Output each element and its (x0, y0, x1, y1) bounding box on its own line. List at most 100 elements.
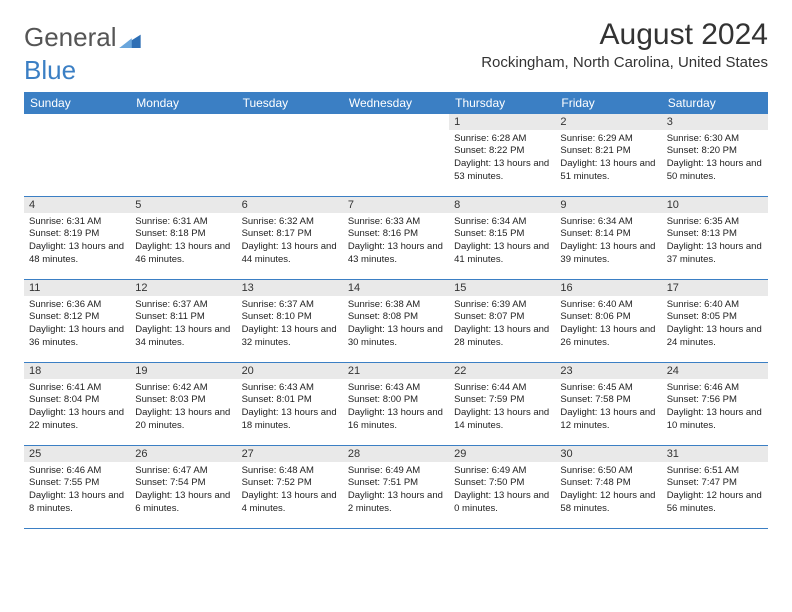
sunset-text: Sunset: 7:54 PM (135, 477, 231, 490)
sunrise-text: Sunrise: 6:30 AM (667, 133, 763, 146)
calendar-day-cell: 13Sunrise: 6:37 AMSunset: 8:10 PMDayligh… (237, 280, 343, 362)
day-number: 7 (343, 197, 449, 213)
day-number: 5 (130, 197, 236, 213)
sunrise-text: Sunrise: 6:31 AM (135, 216, 231, 229)
sunset-text: Sunset: 8:08 PM (348, 311, 444, 324)
calendar-day-cell: 28Sunrise: 6:49 AMSunset: 7:51 PMDayligh… (343, 446, 449, 528)
daylight-text: Daylight: 13 hours and 53 minutes. (454, 158, 550, 184)
logo-triangle-icon (119, 24, 141, 55)
day-detail: Sunrise: 6:40 AMSunset: 8:06 PMDaylight:… (555, 296, 661, 355)
day-detail: Sunrise: 6:31 AMSunset: 8:19 PMDaylight:… (24, 213, 130, 272)
calendar-day-cell: 15Sunrise: 6:39 AMSunset: 8:07 PMDayligh… (449, 280, 555, 362)
calendar-day-cell: 22Sunrise: 6:44 AMSunset: 7:59 PMDayligh… (449, 363, 555, 445)
daylight-text: Daylight: 13 hours and 34 minutes. (135, 324, 231, 350)
calendar-day-cell: 21Sunrise: 6:43 AMSunset: 8:00 PMDayligh… (343, 363, 449, 445)
day-number: 6 (237, 197, 343, 213)
calendar-day-cell: 27Sunrise: 6:48 AMSunset: 7:52 PMDayligh… (237, 446, 343, 528)
day-number: 3 (662, 114, 768, 130)
sunrise-text: Sunrise: 6:33 AM (348, 216, 444, 229)
weekday-header-cell: Wednesday (343, 92, 449, 114)
page-header: GeneralBlue August 2024 Rockingham, Nort… (24, 18, 768, 86)
calendar-day-cell: 8Sunrise: 6:34 AMSunset: 8:15 PMDaylight… (449, 197, 555, 279)
daylight-text: Daylight: 13 hours and 39 minutes. (560, 241, 656, 267)
calendar-day-cell: 19Sunrise: 6:42 AMSunset: 8:03 PMDayligh… (130, 363, 236, 445)
weekday-header-cell: Monday (130, 92, 236, 114)
sunset-text: Sunset: 8:16 PM (348, 228, 444, 241)
day-number: 16 (555, 280, 661, 296)
sunset-text: Sunset: 8:03 PM (135, 394, 231, 407)
daylight-text: Daylight: 13 hours and 6 minutes. (135, 490, 231, 516)
sunrise-text: Sunrise: 6:40 AM (667, 299, 763, 312)
daylight-text: Daylight: 13 hours and 8 minutes. (29, 490, 125, 516)
daylight-text: Daylight: 13 hours and 43 minutes. (348, 241, 444, 267)
daylight-text: Daylight: 13 hours and 24 minutes. (667, 324, 763, 350)
sunrise-text: Sunrise: 6:38 AM (348, 299, 444, 312)
calendar-day-cell: 7 Sunrise: 6:33 AMSunset: 8:16 PMDaylight… (343, 197, 449, 279)
sunrise-text: Sunrise: 6:37 AM (242, 299, 338, 312)
sunset-text: Sunset: 7:47 PM (667, 477, 763, 490)
calendar-day-cell: 10Sunrise: 6:35 AMSunset: 8:13 PMDayligh… (662, 197, 768, 279)
calendar-day-cell: 31Sunrise: 6:51 AMSunset: 7:47 PMDayligh… (662, 446, 768, 528)
sunset-text: Sunset: 8:22 PM (454, 145, 550, 158)
sunrise-text: Sunrise: 6:34 AM (560, 216, 656, 229)
sunrise-text: Sunrise: 6:49 AM (348, 465, 444, 478)
calendar-day-cell: 29Sunrise: 6:49 AMSunset: 7:50 PMDayligh… (449, 446, 555, 528)
day-number: 4 (24, 197, 130, 213)
day-detail: Sunrise: 6:37 AMSunset: 8:10 PMDaylight:… (237, 296, 343, 355)
sunset-text: Sunset: 8:07 PM (454, 311, 550, 324)
sunrise-text: Sunrise: 6:49 AM (454, 465, 550, 478)
sunset-text: Sunset: 7:59 PM (454, 394, 550, 407)
sunset-text: Sunset: 7:56 PM (667, 394, 763, 407)
calendar-day-cell: 9Sunrise: 6:34 AMSunset: 8:14 PMDaylight… (555, 197, 661, 279)
day-number: 18 (24, 363, 130, 379)
sunset-text: Sunset: 8:00 PM (348, 394, 444, 407)
day-detail: Sunrise: 6:47 AMSunset: 7:54 PMDaylight:… (130, 462, 236, 521)
sunset-text: Sunset: 8:21 PM (560, 145, 656, 158)
day-number: 31 (662, 446, 768, 462)
day-number: 11 (24, 280, 130, 296)
calendar-week-row: 11Sunrise: 6:36 AMSunset: 8:12 PMDayligh… (24, 280, 768, 363)
day-number: 9 (555, 197, 661, 213)
day-detail: Sunrise: 6:44 AMSunset: 7:59 PMDaylight:… (449, 379, 555, 438)
sunrise-text: Sunrise: 6:36 AM (29, 299, 125, 312)
weekday-header-cell: Tuesday (237, 92, 343, 114)
sunset-text: Sunset: 8:01 PM (242, 394, 338, 407)
day-detail: Sunrise: 6:51 AMSunset: 7:47 PMDaylight:… (662, 462, 768, 521)
sunrise-text: Sunrise: 6:44 AM (454, 382, 550, 395)
sunset-text: Sunset: 7:55 PM (29, 477, 125, 490)
day-detail: Sunrise: 6:43 AMSunset: 8:01 PMDaylight:… (237, 379, 343, 438)
sunset-text: Sunset: 8:14 PM (560, 228, 656, 241)
day-detail: Sunrise: 6:34 AMSunset: 8:15 PMDaylight:… (449, 213, 555, 272)
weekday-header-cell: Sunday (24, 92, 130, 114)
calendar-day-cell: 2Sunrise: 6:29 AMSunset: 8:21 PMDaylight… (555, 114, 661, 196)
daylight-text: Daylight: 13 hours and 2 minutes. (348, 490, 444, 516)
day-detail: Sunrise: 6:34 AMSunset: 8:14 PMDaylight:… (555, 213, 661, 272)
daylight-text: Daylight: 13 hours and 44 minutes. (242, 241, 338, 267)
sunset-text: Sunset: 7:48 PM (560, 477, 656, 490)
calendar-day-cell: 20Sunrise: 6:43 AMSunset: 8:01 PMDayligh… (237, 363, 343, 445)
weekday-header-row: SundayMondayTuesdayWednesdayThursdayFrid… (24, 92, 768, 114)
month-title: August 2024 (481, 18, 768, 52)
day-number: 25 (24, 446, 130, 462)
logo: GeneralBlue (24, 18, 141, 86)
daylight-text: Daylight: 13 hours and 14 minutes. (454, 407, 550, 433)
day-detail: Sunrise: 6:40 AMSunset: 8:05 PMDaylight:… (662, 296, 768, 355)
day-detail: Sunrise: 6:49 AMSunset: 7:50 PMDaylight:… (449, 462, 555, 521)
calendar-week-row: 25Sunrise: 6:46 AMSunset: 7:55 PMDayligh… (24, 446, 768, 529)
day-number: 21 (343, 363, 449, 379)
calendar-day-cell: 24Sunrise: 6:46 AMSunset: 7:56 PMDayligh… (662, 363, 768, 445)
day-number: 17 (662, 280, 768, 296)
title-block: August 2024 Rockingham, North Carolina, … (481, 18, 768, 71)
day-number: 26 (130, 446, 236, 462)
calendar-empty-cell (130, 114, 236, 196)
sunset-text: Sunset: 8:15 PM (454, 228, 550, 241)
day-number: 27 (237, 446, 343, 462)
day-detail: Sunrise: 6:29 AMSunset: 8:21 PMDaylight:… (555, 130, 661, 189)
day-detail: Sunrise: 6:37 AMSunset: 8:11 PMDaylight:… (130, 296, 236, 355)
day-detail: Sunrise: 6:36 AMSunset: 8:12 PMDaylight:… (24, 296, 130, 355)
sunset-text: Sunset: 7:51 PM (348, 477, 444, 490)
day-detail: Sunrise: 6:43 AMSunset: 8:00 PMDaylight:… (343, 379, 449, 438)
day-detail: Sunrise: 6:48 AMSunset: 7:52 PMDaylight:… (237, 462, 343, 521)
sunset-text: Sunset: 8:04 PM (29, 394, 125, 407)
sunrise-text: Sunrise: 6:29 AM (560, 133, 656, 146)
